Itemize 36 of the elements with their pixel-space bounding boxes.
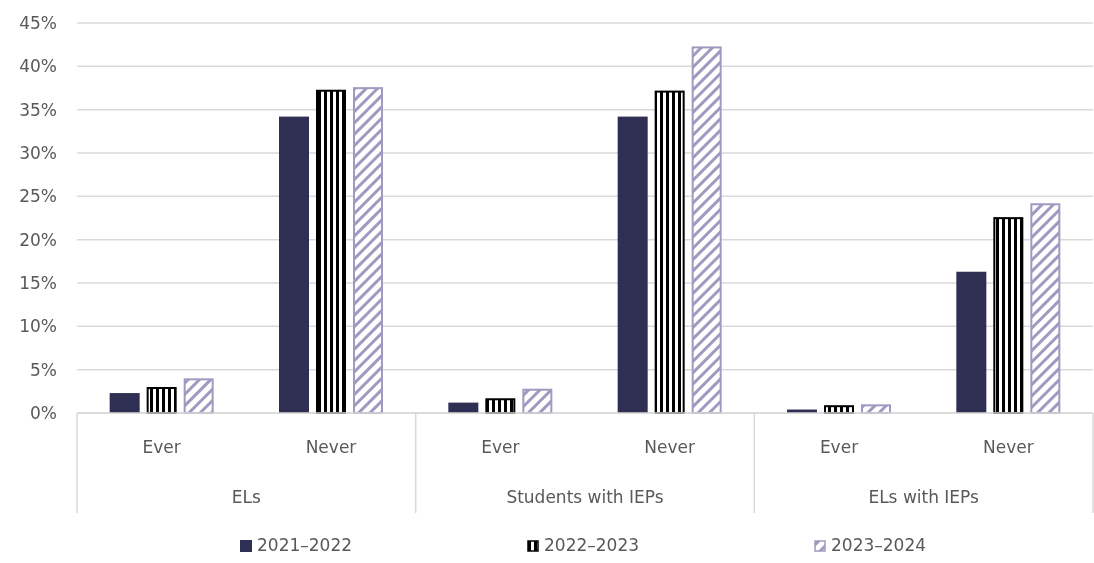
legend-label: 2023–2024 bbox=[831, 535, 927, 555]
bar bbox=[183, 378, 214, 414]
y-tick-label: 0% bbox=[30, 402, 57, 423]
bar bbox=[956, 271, 987, 413]
bar bbox=[691, 46, 722, 414]
bar bbox=[485, 398, 516, 414]
y-tick-label: 15% bbox=[19, 272, 57, 293]
y-tick-label: 35% bbox=[19, 99, 57, 120]
text: ELs with IEPs bbox=[868, 487, 980, 507]
text: ELs bbox=[231, 487, 262, 507]
bar bbox=[1030, 203, 1061, 414]
bar bbox=[279, 116, 309, 413]
legend-label: 2022–2023 bbox=[544, 535, 640, 555]
bar bbox=[522, 388, 553, 414]
x-tick-label: Ever bbox=[819, 437, 859, 457]
x-tick-label: Ever bbox=[481, 437, 520, 457]
x-tick-label: Ever bbox=[142, 437, 181, 457]
bar bbox=[109, 393, 140, 413]
bar bbox=[146, 387, 177, 414]
bar bbox=[993, 217, 1024, 414]
x-tick-label: Never bbox=[644, 437, 696, 457]
bar bbox=[353, 87, 383, 414]
y-tick-label: 40% bbox=[19, 56, 57, 77]
bar bbox=[617, 116, 648, 413]
y-tick-label: 45% bbox=[19, 12, 57, 33]
y-tick-label: 30% bbox=[19, 142, 57, 163]
legend-label: 2021–2022 bbox=[257, 535, 353, 555]
y-tick-label: 25% bbox=[19, 186, 57, 207]
x-tick-label: Never bbox=[305, 437, 357, 457]
bar bbox=[316, 89, 346, 414]
x-tick-label: Never bbox=[982, 437, 1034, 457]
y-tick-label: 20% bbox=[19, 229, 57, 250]
bar bbox=[654, 90, 685, 414]
y-tick-label: 10% bbox=[19, 316, 57, 337]
y-tick-label: 5% bbox=[30, 359, 57, 380]
text: Students with IEPs bbox=[506, 487, 664, 507]
